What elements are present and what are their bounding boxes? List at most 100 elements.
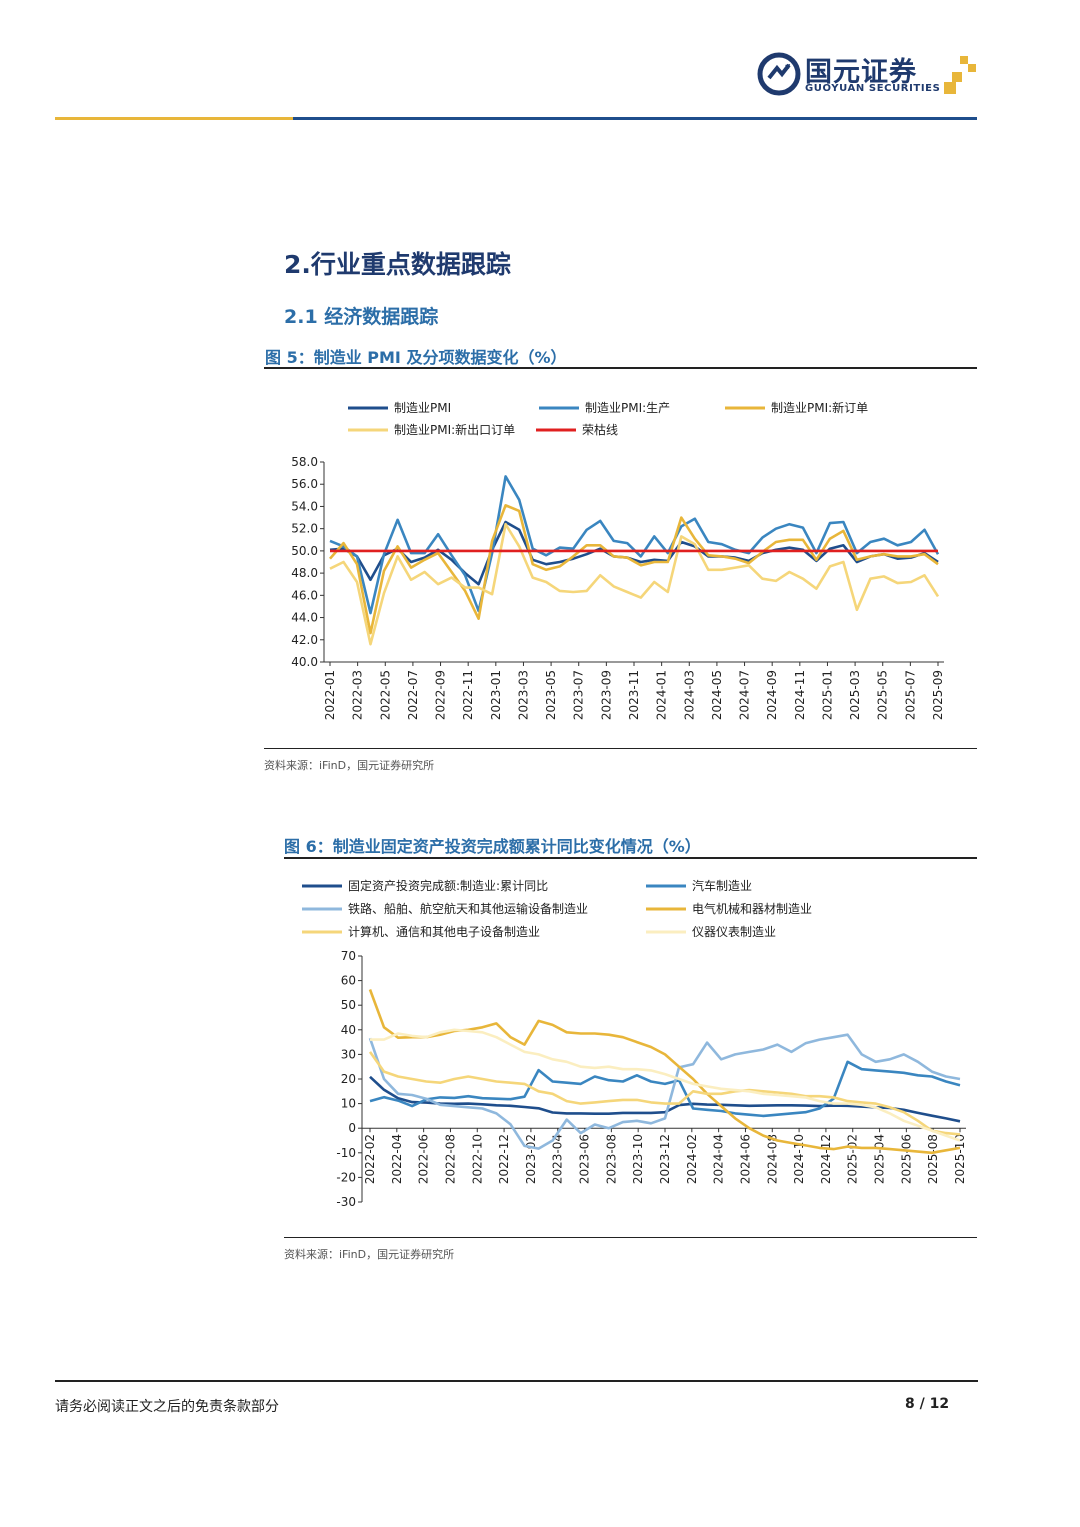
figure6-bottom-rule	[284, 1237, 977, 1238]
subsection-title: 2.1 经济数据跟踪	[284, 306, 439, 328]
x-tick-label: 2025-03	[848, 670, 862, 720]
y-tick-label: 30	[341, 1047, 356, 1061]
x-tick-label: 2022-08	[443, 1134, 457, 1184]
legend-label: 固定资产投资完成额:制造业:累计同比	[348, 878, 548, 893]
x-tick-label: 2023-01	[489, 670, 503, 720]
x-tick-label: 2024-12	[819, 1134, 833, 1184]
logo-chinese-text: 国元证券	[805, 57, 917, 88]
logo-english-text: GUOYUAN SECURITIES	[805, 83, 941, 94]
x-tick-label: 2024-05	[710, 670, 724, 720]
figure5-top-rule	[264, 367, 977, 369]
y-tick-label: 52.0	[291, 522, 318, 536]
series-line	[329, 520, 939, 586]
x-tick-label: 2024-10	[792, 1134, 806, 1184]
y-tick-label: 42.0	[291, 633, 318, 647]
y-tick-label: 48.0	[291, 566, 318, 580]
x-tick-label: 2023-07	[572, 670, 586, 720]
x-tick-label: 2022-09	[434, 670, 448, 720]
y-tick-label: 44.0	[291, 611, 318, 625]
x-tick-label: 2023-08	[604, 1134, 618, 1184]
x-tick-label: 2023-02	[524, 1134, 538, 1184]
x-tick-label: 2025-08	[926, 1134, 940, 1184]
section-title: 2.行业重点数据跟踪	[284, 250, 511, 279]
legend-label: 制造业PMI:新出口订单	[394, 422, 515, 437]
x-tick-label: 2023-06	[578, 1134, 592, 1184]
x-tick-label: 2023-11	[627, 670, 641, 720]
x-tick-label: 2025-10	[953, 1134, 967, 1184]
x-tick-label: 2025-01	[820, 670, 834, 720]
x-tick-label: 2024-02	[685, 1134, 699, 1184]
y-tick-label: -20	[336, 1170, 356, 1184]
x-tick-label: 2024-08	[765, 1134, 779, 1184]
y-tick-label: 40.0	[291, 655, 318, 669]
page-number: 8 / 12	[905, 1396, 950, 1412]
y-tick-label: 56.0	[291, 477, 318, 491]
legend-label: 制造业PMI:生产	[585, 401, 670, 415]
series-line	[369, 1060, 961, 1118]
figure6-title: 图 6：制造业固定资产投资完成额累计同比变化情况（%）	[284, 837, 701, 856]
y-tick-label: 40	[341, 1023, 356, 1037]
logo-gold-squares-icon	[944, 56, 976, 94]
footer-disclaimer: 请务必阅读正文之后的免责条款部分	[55, 1399, 279, 1415]
series-line	[329, 475, 940, 615]
series-line	[329, 504, 939, 635]
x-tick-label: 2022-04	[390, 1134, 404, 1184]
series-line	[370, 1028, 961, 1142]
x-tick-label: 2025-07	[903, 670, 917, 720]
x-tick-label: 2024-07	[738, 670, 752, 720]
x-tick-label: 2024-11	[793, 670, 807, 720]
y-tick-label: 54.0	[291, 499, 318, 513]
x-tick-label: 2023-05	[544, 670, 558, 720]
x-tick-label: 2022-03	[351, 670, 365, 720]
header-rule-gold	[55, 117, 293, 120]
y-tick-label: 58.0	[291, 455, 318, 469]
x-tick-label: 2025-02	[846, 1134, 860, 1184]
header-rule-blue	[293, 117, 977, 120]
y-tick-label: 10	[341, 1097, 356, 1111]
x-tick-label: 2024-03	[682, 670, 696, 720]
y-tick-label: -10	[336, 1146, 356, 1160]
series-line	[329, 522, 940, 646]
series-line	[368, 1051, 961, 1136]
x-tick-label: 2024-06	[738, 1134, 752, 1184]
x-tick-label: 2022-12	[497, 1134, 511, 1184]
x-tick-label: 2022-06	[417, 1134, 431, 1184]
y-tick-label: 46.0	[291, 588, 318, 602]
figure6-source: 资料来源：iFinD，国元证券研究所	[284, 1248, 455, 1261]
y-tick-label: 0	[348, 1121, 356, 1135]
x-tick-label: 2022-02	[363, 1134, 377, 1184]
figure5-bottom-rule	[264, 748, 977, 749]
y-tick-label: 50	[341, 998, 356, 1012]
x-tick-label: 2025-04	[873, 1134, 887, 1184]
company-logo: 国元证券 GUOYUAN SECURITIES	[757, 50, 982, 100]
x-tick-label: 2024-01	[655, 670, 669, 720]
footer-rule	[55, 1380, 978, 1382]
legend-label: 电气机械和器材制造业	[692, 901, 812, 916]
legend-label: 荣枯线	[582, 422, 618, 437]
series-line	[369, 1075, 961, 1123]
figure5-source: 资料来源：iFinD，国元证券研究所	[264, 759, 435, 772]
x-tick-label: 2025-06	[899, 1134, 913, 1184]
series-line	[368, 1033, 961, 1150]
x-tick-label: 2022-01	[323, 670, 337, 720]
x-tick-label: 2024-04	[712, 1134, 726, 1184]
legend-label: 汽车制造业	[692, 878, 752, 893]
x-tick-label: 2023-10	[631, 1134, 645, 1184]
legend-label: 计算机、通信和其他电子设备制造业	[348, 924, 540, 939]
figure6-top-rule	[284, 857, 977, 859]
x-tick-label: 2025-09	[931, 670, 945, 720]
y-tick-label: 60	[341, 974, 356, 988]
x-tick-label: 2022-05	[378, 670, 392, 720]
x-tick-label: 2023-03	[516, 670, 530, 720]
x-tick-label: 2025-05	[876, 670, 890, 720]
y-tick-label: 70	[341, 949, 356, 963]
x-tick-label: 2024-09	[765, 670, 779, 720]
x-tick-label: 2022-11	[461, 670, 475, 720]
logo-emblem-icon	[757, 52, 801, 96]
x-tick-label: 2022-07	[406, 670, 420, 720]
figure6-chart: 固定资产投资完成额:制造业:累计同比 汽车制造业铁路、船舶、航空航天和其他运输设备…	[302, 878, 967, 1209]
legend-label: 仪器仪表制造业	[692, 925, 776, 939]
legend-label: 制造业PMI:新订单	[771, 400, 868, 415]
x-tick-label: 2023-04	[551, 1134, 565, 1184]
